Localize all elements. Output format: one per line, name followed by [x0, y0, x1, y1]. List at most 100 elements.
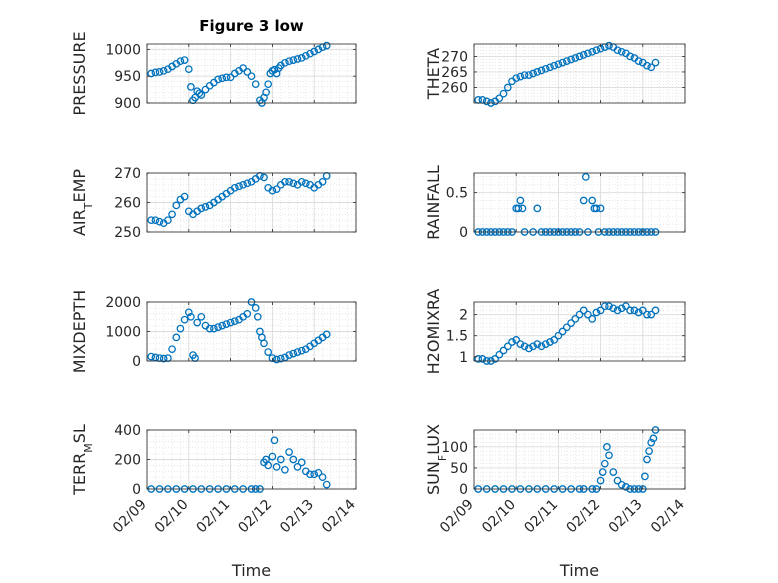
data-point [195, 89, 204, 98]
data-point [651, 58, 660, 67]
data-point [482, 97, 491, 106]
data-point [251, 304, 260, 312]
data-point [214, 75, 222, 84]
data-point [214, 323, 222, 331]
data-point [301, 179, 310, 188]
data-point [571, 54, 580, 62]
y-tick-label: 2 [459, 308, 468, 324]
y-tick-label: 950 [114, 69, 141, 85]
data-point [253, 312, 262, 321]
data-point [197, 312, 206, 321]
data-point [533, 340, 542, 348]
data-point [297, 346, 306, 355]
data-point [495, 94, 504, 103]
data-point [272, 463, 281, 471]
data-point [567, 319, 575, 327]
y-tick-label: 250 [114, 225, 141, 241]
data-point [322, 330, 331, 339]
data-point [630, 306, 639, 315]
data-point [598, 468, 607, 476]
y-tick-label: 100 [441, 440, 468, 456]
data-point [159, 354, 168, 363]
data-point [226, 318, 235, 327]
data-point [546, 63, 554, 72]
data-point [260, 339, 268, 348]
data-point [571, 315, 580, 323]
data-point [172, 201, 181, 210]
data-point [314, 45, 323, 54]
data-point [520, 342, 529, 351]
data-point [201, 203, 210, 211]
y-tick-label: 1000 [105, 325, 141, 341]
data-point [537, 342, 546, 351]
data-point [588, 315, 597, 323]
data-point [558, 327, 567, 336]
subplot-terr-msl: 0 200 400 02/09 02/10 02/11 02/12 02/13 02/14 TER… [70, 423, 359, 580]
data-point [596, 476, 605, 485]
data-point [268, 452, 277, 461]
data-point [554, 331, 563, 340]
data-point [155, 217, 164, 226]
data-point [306, 49, 314, 58]
data-point [634, 308, 643, 317]
y-tick-label: 0.5 [446, 186, 468, 202]
data-point [613, 476, 622, 485]
x-tick-label: 02/13 [606, 497, 646, 537]
x-tick-label: 02/10 [152, 497, 192, 537]
data-point [541, 64, 550, 73]
axes-box [473, 429, 686, 490]
y-axis-label: H2OMIXRA [424, 289, 443, 375]
data-point [503, 342, 512, 351]
data-point [605, 41, 613, 50]
data-point [474, 355, 483, 363]
data-point [289, 455, 298, 464]
data-point [201, 85, 210, 94]
data-point [575, 310, 584, 319]
y-axis-label: TERRMSL [70, 424, 95, 496]
data-point [239, 64, 247, 72]
data-point [276, 455, 285, 464]
x-tick-label: 02/14 [319, 496, 359, 536]
data-point [643, 455, 651, 464]
data-point [306, 470, 314, 479]
x-axis-label: Time [231, 561, 271, 580]
data-point [600, 302, 609, 311]
data-point [147, 352, 156, 361]
data-point [605, 451, 613, 460]
data-point [645, 447, 653, 455]
data-point [508, 338, 516, 346]
subplot-air-temp: 250 260 270 AIRTEMP [70, 166, 357, 241]
axes-box [473, 172, 686, 233]
data-point [205, 324, 214, 333]
data-point [172, 333, 181, 342]
data-point [518, 204, 527, 213]
data-point [613, 46, 622, 55]
data-point [243, 309, 252, 318]
data-point [581, 173, 590, 181]
data-point [176, 324, 185, 333]
data-point [533, 204, 542, 213]
subplot-sun-flux: 0 50 100 02/09 02/10 02/11 02/12 02/13 02/14 SUNF… [424, 424, 688, 580]
y-tick-label: 0 [132, 482, 141, 498]
y-tick-label: 1.5 [446, 329, 468, 345]
data-point [276, 354, 285, 363]
data-point [293, 348, 302, 356]
data-point [525, 344, 533, 353]
data-point [289, 56, 298, 64]
data-point [285, 448, 293, 456]
data-point [184, 308, 193, 317]
data-point [264, 348, 273, 356]
y-tick-label: 1000 [105, 42, 141, 58]
data-point [197, 91, 206, 99]
data-point [579, 306, 588, 315]
data-point [197, 204, 206, 213]
x-tick-label: 02/13 [277, 497, 317, 537]
x-tick-label: 02/10 [479, 497, 519, 537]
data-point [622, 302, 630, 311]
data-point [268, 186, 277, 195]
y-tick-label: 265 [441, 65, 468, 81]
data-point [318, 177, 327, 186]
subplot-h2omixra: 1 1.5 2 H2OMIXRA [424, 289, 686, 375]
data-point [264, 461, 273, 470]
data-point [301, 51, 310, 60]
